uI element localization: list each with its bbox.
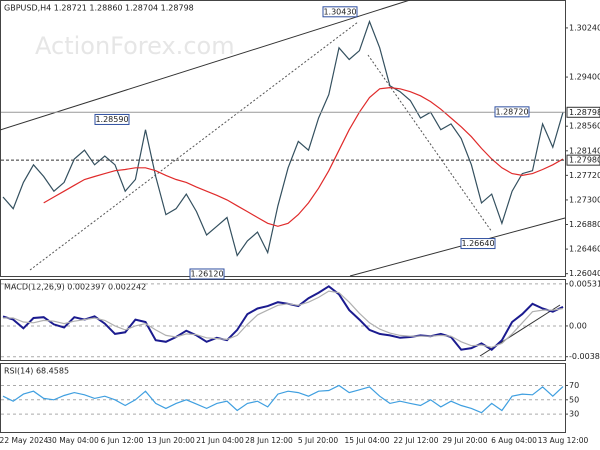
y-tick-label: 30 (569, 410, 579, 419)
annotation-box (94, 113, 130, 125)
y-tick-label: 1.26880 (569, 220, 600, 229)
level-box (566, 154, 600, 166)
annotation-box (322, 6, 358, 18)
y-tick-label: 1.30240 (569, 23, 600, 32)
trend-line (349, 217, 566, 277)
x-tick-label: 6 Jun 12:00 (101, 436, 144, 445)
trend-line (367, 54, 493, 233)
x-tick-label: 22 May 2024 (0, 436, 49, 445)
x-tick-label: 29 Jul 20:00 (443, 436, 488, 445)
x-tick-label: 28 Jun 12:00 (245, 436, 293, 445)
y-tick-label: 0.00 (569, 321, 587, 330)
annotation-label: 1.28720 (495, 107, 528, 116)
x-tick-label: 22 Jul 12:00 (394, 436, 439, 445)
y-tick-label: 1.26040 (569, 269, 600, 278)
price-panel (0, 0, 566, 277)
x-tick-label: 30 May 04:00 (47, 436, 99, 445)
series-line (2, 285, 564, 351)
trend-line (0, 0, 411, 131)
annotation-label: 1.28590 (95, 115, 128, 124)
x-tick-label: 15 Jul 04:00 (345, 436, 390, 445)
rsi-title: RSI(14) 68.4585 (4, 367, 69, 376)
y-tick-label: 50 (569, 395, 579, 404)
level-label: 1.27980 (569, 156, 600, 165)
y-tick-label: 1.28140 (569, 146, 600, 155)
x-tick-label: 6 Aug 04:00 (491, 436, 537, 445)
rsi-panel (0, 363, 566, 433)
x-tick-label: 21 Jun 04:00 (196, 436, 244, 445)
y-tick-label: 70 (569, 381, 579, 390)
macd-title: MACD(12,26,9) 0.002397 0.002242 (4, 283, 146, 292)
current-price-label: 1.28798 (569, 108, 600, 117)
series-line (3, 290, 564, 348)
y-tick-label: 1.28560 (569, 122, 600, 131)
x-tick-label: 13 Aug 12:00 (538, 436, 589, 445)
series-line (2, 19, 564, 257)
annotation-box (494, 106, 530, 118)
annotation-box (460, 238, 496, 250)
annotation-label: 1.26640 (461, 239, 494, 248)
x-tick-label: 5 Jul 20:00 (298, 436, 338, 445)
y-tick-label: 0.005314 (569, 279, 600, 288)
annotation-label: 1.26120 (190, 269, 223, 278)
macd-panel (0, 279, 566, 361)
series-line (2, 384, 564, 414)
y-tick-label: 1.27720 (569, 171, 600, 180)
price-box (566, 106, 600, 118)
annotation-box (189, 268, 225, 280)
annotation-label: 1.30430 (323, 7, 356, 16)
watermark: ActionForex.com (35, 32, 235, 60)
chart-title: GBPUSD,H4 1.28721 1.28860 1.28704 1.2879… (4, 4, 194, 13)
y-tick-label: -0.003885 (569, 352, 600, 361)
y-tick-label: 1.27300 (569, 195, 600, 204)
trend-line (29, 21, 359, 271)
x-tick-label: 13 Jun 20:00 (147, 436, 195, 445)
y-tick-label: 1.29400 (569, 73, 600, 82)
series-line (43, 86, 564, 227)
y-tick-label: 1.26460 (569, 245, 600, 254)
